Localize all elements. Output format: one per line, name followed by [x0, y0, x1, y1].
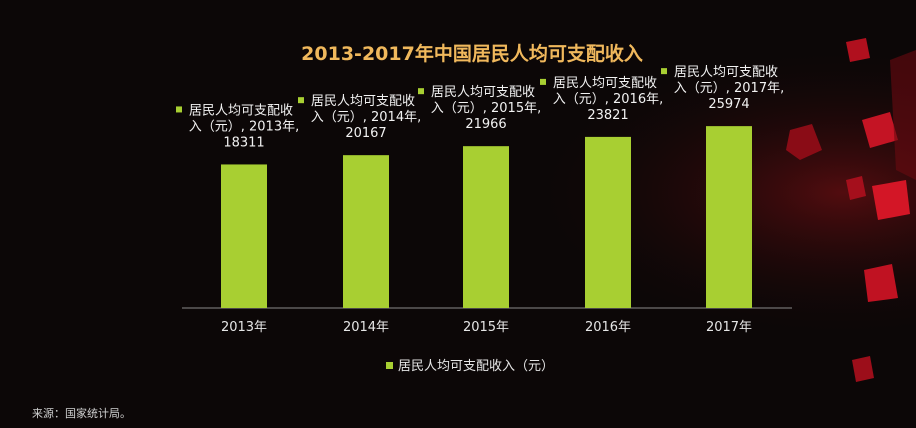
- data-label-value: 20167: [345, 126, 386, 141]
- x-tick-label: 2017年: [706, 320, 752, 335]
- x-tick-label: 2016年: [585, 320, 631, 335]
- data-label-2017年: 居民人均可支配收入（元）, 2017年,25974: [661, 65, 784, 112]
- bar-2015年: [463, 146, 509, 308]
- data-label-marker: [418, 88, 424, 95]
- data-label-line: 入（元）, 2013年,: [189, 119, 299, 134]
- data-label-line: 居民人均可支配收: [311, 94, 415, 109]
- data-label-2016年: 居民人均可支配收入（元）, 2016年,23821: [540, 76, 663, 123]
- data-label-line: 入（元）, 2015年,: [431, 101, 541, 116]
- data-label-marker: [540, 78, 546, 85]
- bar-2013年: [221, 164, 267, 308]
- red-cube-decoration: [786, 38, 916, 382]
- bar-2017年: [706, 126, 752, 308]
- data-label-marker: [298, 97, 304, 104]
- x-tick-label: 2015年: [463, 320, 509, 335]
- data-label-line: 居民人均可支配收: [431, 85, 535, 100]
- data-label-line: 居民人均可支配收: [553, 76, 657, 91]
- data-label-line: 入（元）, 2017年,: [674, 81, 784, 96]
- bar-2016年: [585, 136, 631, 308]
- legend-swatch: [386, 362, 393, 369]
- legend-label: 居民人均可支配收入（元）: [398, 359, 554, 374]
- data-label-value: 18311: [223, 135, 264, 150]
- data-label-marker: [176, 106, 182, 113]
- bars-group: [221, 126, 752, 308]
- data-label-2015年: 居民人均可支配收入（元）, 2015年,21966: [418, 85, 541, 132]
- data-label-value: 23821: [587, 108, 628, 123]
- chart-title: 2013-2017年中国居民人均可支配收入: [301, 42, 643, 65]
- legend: 居民人均可支配收入（元）: [386, 359, 554, 374]
- data-label-line: 居民人均可支配收: [674, 65, 778, 80]
- bar-2014年: [343, 155, 389, 308]
- source-note: 来源：国家统计局。: [32, 407, 131, 420]
- x-tick-label: 2014年: [343, 320, 389, 335]
- data-label-2013年: 居民人均可支配收入（元）, 2013年,18311: [176, 103, 299, 150]
- data-label-line: 入（元）, 2014年,: [311, 110, 421, 125]
- data-label-value: 21966: [465, 117, 506, 132]
- data-label-marker: [661, 68, 667, 75]
- x-ticks-group: 2013年 2014年 2015年 2016年 2017年: [221, 320, 752, 335]
- data-label-line: 居民人均可支配收: [189, 103, 293, 118]
- data-label-2014年: 居民人均可支配收入（元）, 2014年,20167: [298, 94, 421, 141]
- x-tick-label: 2013年: [221, 320, 267, 335]
- data-label-value: 25974: [708, 97, 749, 112]
- data-label-line: 入（元）, 2016年,: [553, 92, 663, 107]
